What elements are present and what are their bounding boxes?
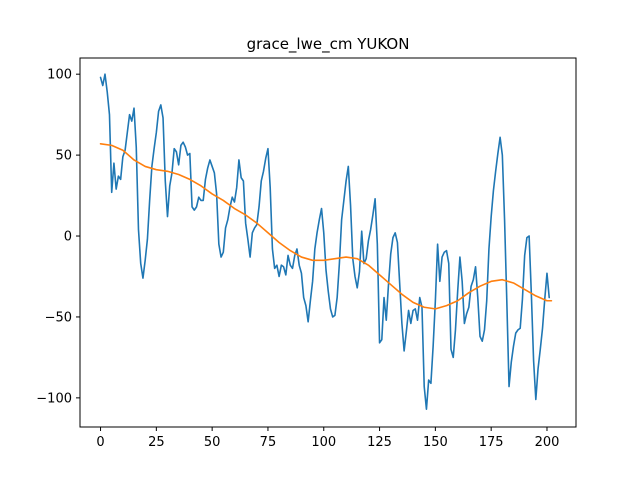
x-axis: 0 25 50 75 100 125 150 175 200 <box>96 427 559 450</box>
y-tick-label: −100 <box>36 391 72 406</box>
y-tick-label: −50 <box>45 310 72 325</box>
series-line-2 <box>99 142 553 310</box>
y-tick-label: 50 <box>55 149 72 164</box>
axes-frame <box>79 57 577 428</box>
chart-title: grace_lwe_cm YUKON <box>247 35 410 54</box>
series-line-1 <box>99 73 551 410</box>
series-layer <box>99 73 553 410</box>
x-tick-label: 0 <box>96 435 104 450</box>
x-tick-label: 75 <box>260 435 277 450</box>
x-tick-label: 50 <box>204 435 221 450</box>
x-tick-label: 175 <box>479 435 504 450</box>
plot-area <box>79 57 577 428</box>
y-axis: −100 −50 0 50 100 <box>36 68 80 406</box>
x-tick-label: 150 <box>423 435 448 450</box>
x-tick-label: 100 <box>311 435 336 450</box>
x-tick-label: 125 <box>367 435 392 450</box>
y-tick-label: 100 <box>47 68 72 83</box>
y-tick-label: 0 <box>64 230 72 245</box>
x-tick-label: 200 <box>535 435 560 450</box>
x-tick-label: 25 <box>148 435 165 450</box>
